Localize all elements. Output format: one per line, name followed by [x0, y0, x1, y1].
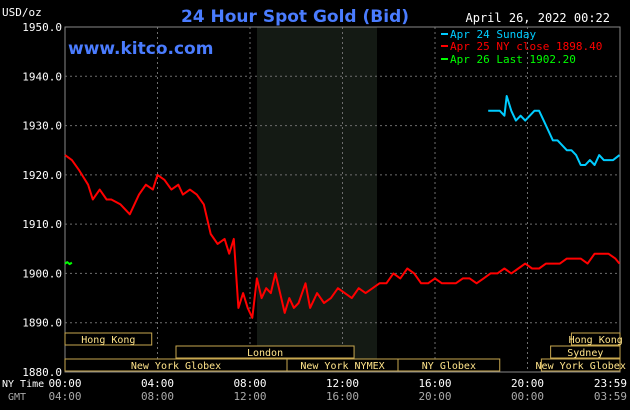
- y-tick-label: 1910.0: [22, 218, 62, 231]
- y-unit-label: USD/oz: [2, 6, 42, 19]
- session-bands: Hong Kong Hong Kong London Sydney New York G…: [64, 332, 626, 372]
- x-tick-gmt: 16:00: [326, 390, 359, 403]
- legend-item-apr25: Apr 25 NY close 1898.40: [450, 40, 602, 53]
- x-tick-gmt: 08:00: [141, 390, 174, 403]
- x-axis: 00:0004:0004:0008:0008:0012:0012:0016:00…: [48, 377, 627, 403]
- x-tick-gmt: 12:00: [233, 390, 266, 403]
- price-series-line: [488, 95, 621, 166]
- session-label: Hong Kong: [569, 335, 623, 346]
- session-label: NY Globex: [422, 361, 476, 372]
- gmt-label: GMT: [8, 392, 26, 403]
- grid: [64, 26, 621, 373]
- site-link[interactable]: www.kitco.com: [68, 39, 213, 59]
- y-tick-label: 1930.0: [22, 120, 62, 133]
- x-tick-ny: 08:00: [233, 377, 266, 390]
- ny-time-label: NY Time: [2, 379, 44, 390]
- x-tick-ny: 00:00: [48, 377, 81, 390]
- session-label: London: [247, 348, 283, 359]
- session-label: Sydney: [567, 348, 603, 359]
- y-tick-label: 1940.0: [22, 70, 62, 83]
- session-band: [570, 332, 621, 346]
- session-label: New York Globex: [131, 361, 221, 372]
- y-tick-label: 1950.0: [22, 21, 62, 34]
- x-tick-gmt: 00:00: [511, 390, 544, 403]
- session-band: [540, 358, 621, 372]
- price-series-line: [64, 154, 621, 319]
- y-tick-label: 1880.0: [22, 366, 62, 379]
- x-tick-ny: 23:59: [594, 377, 627, 390]
- y-axis: 1950.0 1940.0 1930.0 1920.0 1910.0 1900.0 1890…: [22, 21, 62, 379]
- session-band: [550, 345, 621, 359]
- plot-frame: [64, 26, 621, 373]
- legend: Apr 24 Sunday Apr 25 NY close 1898.40 Ap…: [441, 28, 602, 66]
- price-lines: [64, 95, 621, 319]
- session-band: [64, 332, 153, 346]
- session-band: [397, 358, 501, 372]
- session-label: Hong Kong: [81, 335, 135, 346]
- session-label: New York Globex: [536, 361, 626, 372]
- x-tick-ny: 04:00: [141, 377, 174, 390]
- y-tick-label: 1920.0: [22, 169, 62, 182]
- nymex-shade: [257, 27, 377, 372]
- legend-item-apr26: Apr 26 Last 1902.20: [450, 53, 576, 66]
- y-tick-label: 1900.0: [22, 267, 62, 280]
- timestamp: April 26, 2022 00:22: [466, 11, 611, 25]
- x-tick-ny: 20:00: [511, 377, 544, 390]
- y-tick-label: 1890.0: [22, 317, 62, 330]
- x-tick-gmt: 20:00: [418, 390, 451, 403]
- x-tick-gmt: 04:00: [48, 390, 81, 403]
- session-label: New York NYMEX: [300, 361, 384, 372]
- x-tick-ny: 16:00: [418, 377, 451, 390]
- x-tick-gmt: 03:59: [594, 390, 627, 403]
- price-series-line: [64, 261, 73, 266]
- legend-item-apr24: Apr 24 Sunday: [450, 28, 536, 41]
- chart-title: 24 Hour Spot Gold (Bid): [181, 7, 409, 27]
- session-band: [175, 345, 355, 359]
- x-tick-ny: 12:00: [326, 377, 359, 390]
